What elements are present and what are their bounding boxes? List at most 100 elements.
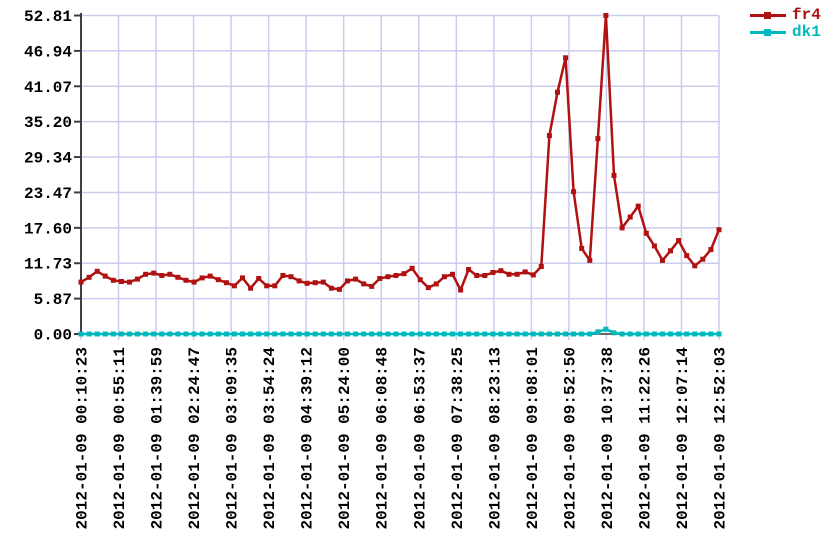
series-marker-dk1 xyxy=(336,331,342,337)
series-marker-fr4 xyxy=(441,274,447,280)
series-marker-fr4 xyxy=(458,287,464,293)
x-axis-tick-label: 2012-01-09 00:10:23 xyxy=(74,347,92,529)
series-marker-dk1 xyxy=(304,331,310,337)
series-marker-dk1 xyxy=(555,331,560,337)
series-marker-dk1 xyxy=(571,331,577,337)
series-marker-fr4 xyxy=(231,283,237,289)
series-marker-fr4 xyxy=(506,271,512,277)
series-marker-fr4 xyxy=(336,286,342,292)
series-marker-fr4 xyxy=(716,227,722,233)
x-axis-tick-label: 2012-01-09 06:53:37 xyxy=(411,347,429,529)
series-marker-fr4 xyxy=(345,278,350,284)
legend-label-dk1: dk1 xyxy=(792,23,821,41)
series-marker-fr4 xyxy=(603,13,609,18)
series-line-fr4 xyxy=(80,14,721,292)
series-marker-fr4 xyxy=(215,277,221,283)
series-marker-fr4 xyxy=(159,273,165,278)
series-marker-fr4 xyxy=(223,280,229,286)
series-marker-fr4 xyxy=(385,274,391,280)
x-axis-tick-label: 2012-01-09 08:23:13 xyxy=(486,347,504,529)
legend-label-fr4: fr4 xyxy=(792,6,821,24)
series-marker-dk1 xyxy=(619,331,625,337)
series-marker-fr4 xyxy=(514,271,520,277)
series-marker-fr4 xyxy=(611,172,617,178)
series-marker-fr4 xyxy=(555,89,560,95)
series-marker-fr4 xyxy=(78,279,84,285)
series-marker-fr4 xyxy=(377,276,383,281)
series-marker-dk1 xyxy=(78,331,84,337)
legend-item-fr4: fr4 xyxy=(750,7,821,24)
series-marker-fr4 xyxy=(490,270,496,275)
series-marker-dk1 xyxy=(651,331,657,337)
series-marker-dk1 xyxy=(280,331,286,337)
series-marker-dk1 xyxy=(127,331,132,337)
series-marker-fr4 xyxy=(595,136,601,142)
series-marker-fr4 xyxy=(240,275,245,281)
series-marker-fr4 xyxy=(409,265,415,271)
series-marker-fr4 xyxy=(320,279,326,285)
series-marker-dk1 xyxy=(159,331,165,337)
series-marker-fr4 xyxy=(643,230,649,236)
series-marker-dk1 xyxy=(175,331,181,337)
series-marker-dk1 xyxy=(248,331,254,337)
series-marker-fr4 xyxy=(668,248,673,254)
series-marker-dk1 xyxy=(199,331,205,337)
series-marker-dk1 xyxy=(345,331,350,337)
series-marker-fr4 xyxy=(619,225,625,231)
series-marker-fr4 xyxy=(191,279,197,285)
series-marker-dk1 xyxy=(94,331,100,337)
series-marker-dk1 xyxy=(272,331,278,337)
series-marker-dk1 xyxy=(118,331,124,337)
series-marker-dk1 xyxy=(288,331,294,337)
series-marker-dk1 xyxy=(563,331,569,337)
series-marker-dk1 xyxy=(603,326,609,332)
series-marker-fr4 xyxy=(207,273,213,279)
series-marker-dk1 xyxy=(482,331,488,337)
series-marker-dk1 xyxy=(223,331,229,337)
series-marker-fr4 xyxy=(151,270,157,276)
series-marker-fr4 xyxy=(288,274,294,280)
series-marker-dk1 xyxy=(506,331,512,337)
y-axis-tick-label: 11.73 xyxy=(24,256,72,274)
series-marker-fr4 xyxy=(635,203,641,209)
series-marker-dk1 xyxy=(264,331,270,337)
series-marker-fr4 xyxy=(94,268,100,274)
y-axis-tick-label: 52.81 xyxy=(24,8,72,26)
series-marker-fr4 xyxy=(522,269,528,275)
series-marker-dk1 xyxy=(328,331,334,337)
series-marker-dk1 xyxy=(498,331,504,337)
series-marker-fr4 xyxy=(353,276,359,282)
series-marker-fr4 xyxy=(296,278,302,284)
series-marker-fr4 xyxy=(199,275,205,281)
series-marker-dk1 xyxy=(466,331,472,337)
series-marker-dk1 xyxy=(490,331,496,337)
series-marker-dk1 xyxy=(530,331,536,337)
series-marker-fr4 xyxy=(127,279,132,285)
series-marker-fr4 xyxy=(676,238,682,243)
y-axis-tick-label: 17.60 xyxy=(24,220,72,238)
series-marker-fr4 xyxy=(135,276,140,282)
y-axis-tick-label: 23.47 xyxy=(24,185,72,203)
x-axis-tick-label: 2012-01-09 00:55:11 xyxy=(111,347,129,529)
series-marker-dk1 xyxy=(361,331,367,337)
series-marker-fr4 xyxy=(369,283,375,289)
series-marker-dk1 xyxy=(668,331,673,337)
x-axis-tick-label: 2012-01-09 12:52:03 xyxy=(712,347,730,529)
series-marker-fr4 xyxy=(579,245,585,251)
series-marker-dk1 xyxy=(296,331,302,337)
y-axis-tick-label: 35.20 xyxy=(24,114,72,132)
series-marker-dk1 xyxy=(684,331,690,337)
series-marker-dk1 xyxy=(256,331,262,337)
series-marker-fr4 xyxy=(474,273,480,278)
x-axis-tick-label: 2012-01-09 09:52:50 xyxy=(561,347,579,529)
x-axis-tick-label: 2012-01-09 05:24:00 xyxy=(336,347,354,529)
x-axis-tick-label: 2012-01-09 07:38:25 xyxy=(449,347,467,529)
series-marker-fr4 xyxy=(417,277,423,283)
series-marker-dk1 xyxy=(708,331,714,337)
series-marker-fr4 xyxy=(587,257,593,263)
x-axis-tick-label: 2012-01-09 04:39:12 xyxy=(299,347,317,529)
series-marker-dk1 xyxy=(611,330,617,336)
series-marker-fr4 xyxy=(167,271,173,277)
series-marker-dk1 xyxy=(546,331,552,337)
series-marker-dk1 xyxy=(433,331,439,337)
